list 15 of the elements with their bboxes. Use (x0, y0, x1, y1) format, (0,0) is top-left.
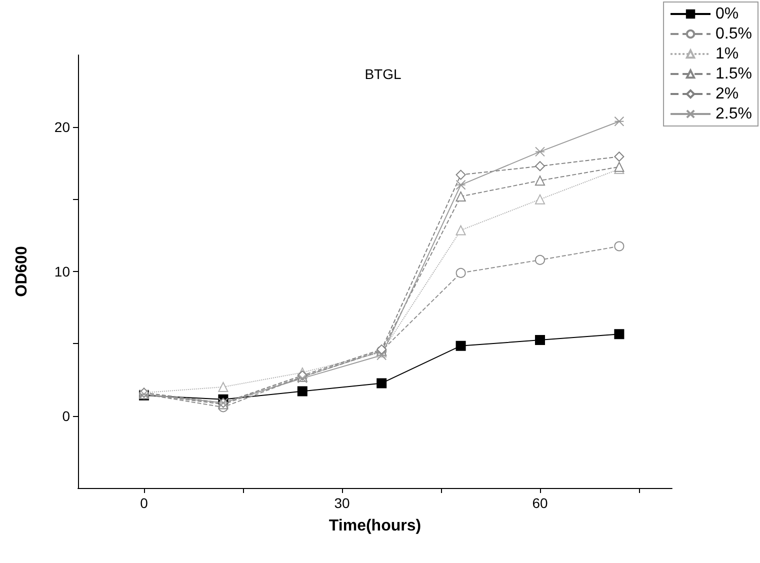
x-tick-label: 0 (140, 495, 148, 511)
legend-label: 1.5% (716, 66, 752, 82)
legend-label: 2% (716, 86, 739, 102)
legend-label: 1% (716, 46, 739, 62)
x-tick-label: 30 (334, 495, 350, 511)
legend-label: 0% (716, 6, 739, 22)
x-axis-title: Time(hours) (328, 518, 422, 534)
y-axis-title: OD600 (14, 246, 30, 297)
x-tick-label: 60 (532, 495, 548, 511)
y-tick-label: 0 (62, 408, 70, 424)
y-tick-label: 20 (54, 119, 70, 136)
legend-label: 2.5% (716, 106, 752, 122)
y-tick-label: 10 (54, 264, 70, 280)
text: BTGL (364, 66, 402, 82)
legend-label: 0.5% (716, 26, 752, 42)
